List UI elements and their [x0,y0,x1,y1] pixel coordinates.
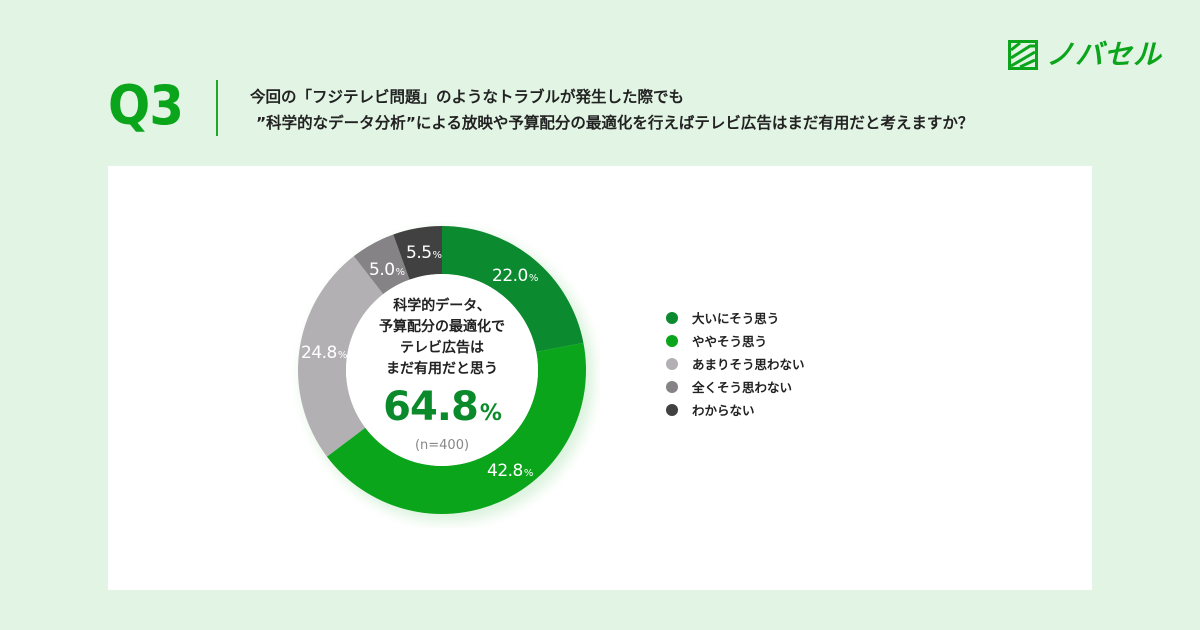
sample-size: (n=400) [414,438,470,453]
donut-hole [346,274,538,466]
legend-dot-icon [666,357,678,370]
legend-item: ややそう思う [666,329,805,352]
donut-chart [284,212,600,528]
donut-segment [442,226,584,352]
segment-label-somewhat-disagree: 24.8% [301,343,347,363]
legend-item: 大いにそう思う [666,306,805,329]
question-line-2: ”科学的なデータ分析”による放映や予算配分の最適化を行えばテレビ広告はまだ有用だ… [256,114,974,132]
legend-dot-icon [666,334,678,347]
header-divider [216,80,218,136]
donut-segment [393,226,442,280]
donut-segment [353,234,410,295]
donut-segment [326,342,586,514]
segment-label-dont-know: 5.5% [406,243,442,263]
segment-label-somewhat-agree: 42.8% [487,461,533,481]
legend-item: 全くそう思わない [666,375,805,398]
legend-item: あまりそう思わない [666,352,805,375]
legend-dot-icon [666,380,678,393]
donut-segment [298,256,384,457]
center-total-value: 64.8% [383,384,502,430]
legend-dot-icon [666,311,678,324]
logo-mark-icon [1008,40,1038,70]
question-text: 今回の「フジテレビ問題」のようなトラブルが発生した際でも ”科学的なデータ分析”… [250,84,973,136]
chart-legend: 大いにそう思う ややそう思う あまりそう思わない 全くそう思わない わからない [666,306,805,421]
donut-center-annotation: 科学的データ、 予算配分の最適化で テレビ広告は まだ有用だと思う 64.8% … [346,296,538,455]
chart-card [108,166,1092,590]
segment-label-strongly-agree: 22.0% [492,266,538,286]
question-number: Q3 [108,74,184,137]
brand-logo: ノバセル [1008,40,1162,70]
center-caption: 科学的データ、 予算配分の最適化で テレビ広告は まだ有用だと思う [379,298,505,377]
legend-item: わからない [666,398,805,421]
brand-name: ノバセル [1046,38,1163,71]
question-line-1: 今回の「フジテレビ問題」のようなトラブルが発生した際でも [250,88,685,106]
legend-dot-icon [666,403,678,416]
segment-label-strongly-disagree: 5.0% [369,260,405,280]
